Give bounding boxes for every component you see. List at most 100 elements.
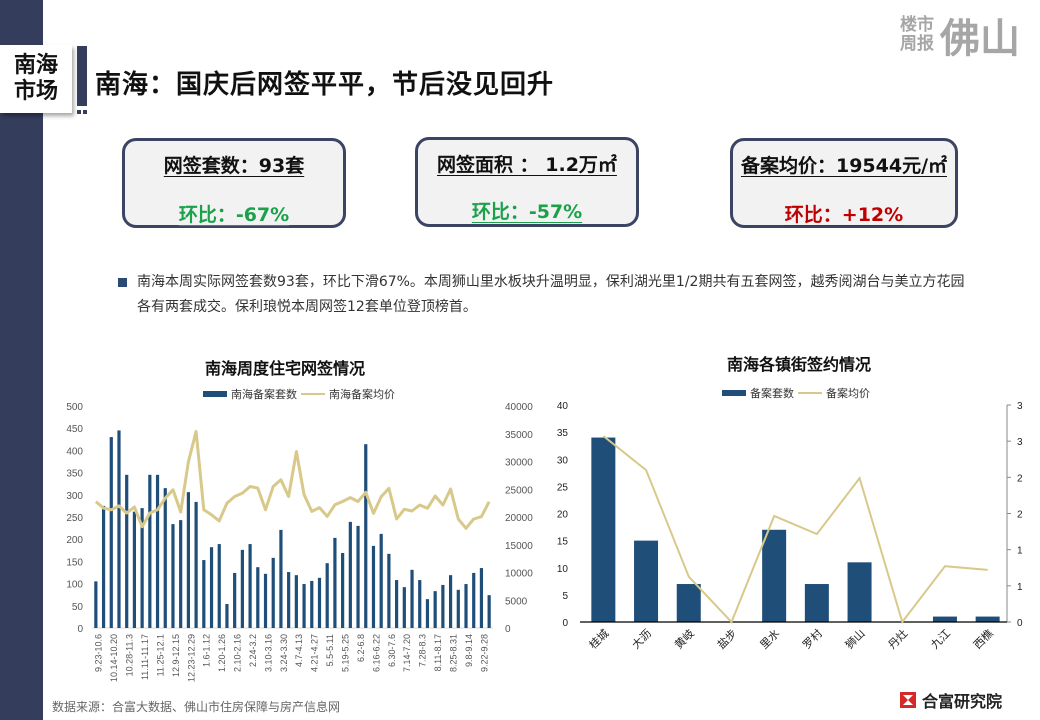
bar xyxy=(225,604,229,628)
x-tick-label: 12.23-12.29 xyxy=(186,634,196,682)
y-right-tick: 2 xyxy=(1017,473,1023,484)
bar xyxy=(676,584,701,622)
logo-icon xyxy=(900,692,916,708)
bar xyxy=(240,549,244,628)
town-chart: 0 5 10 15 20 25 30 35 40 0 1 1 2 2 3 3 桂城 大沥 黄岐 盐步 里水 罗村 狮山 丹灶九… xyxy=(557,401,1023,652)
bar xyxy=(271,557,275,628)
kpi-price-change: 环比：+12% xyxy=(784,204,904,226)
summary-text: 南海本周实际网签套数93套，环比下滑67%。本周狮山里水板块升温明显，保利湖光里… xyxy=(137,274,965,315)
bar xyxy=(325,563,329,628)
bar xyxy=(186,492,190,628)
x-tick-label: 8.25-8.31 xyxy=(448,634,458,672)
x-tick-label: 2.24-3.2 xyxy=(248,634,258,667)
y-right-tick: 3 xyxy=(1017,401,1023,412)
page-title: 南海：国庆后网签平平，节后没见回升 xyxy=(95,70,555,100)
bar xyxy=(294,575,298,628)
legend-bar-swatch xyxy=(203,391,227,397)
x-tick-label: 4.21-4.27 xyxy=(310,634,320,672)
brand-line2: 周报 xyxy=(900,34,934,54)
y-right-tick: 2 xyxy=(1017,510,1023,521)
y-right-tick: 40000 xyxy=(505,402,533,413)
bar xyxy=(209,547,214,628)
bar xyxy=(163,488,167,628)
x-tick-label: 9.8-9.14 xyxy=(464,634,474,667)
bar xyxy=(263,573,268,628)
bar xyxy=(310,580,314,628)
bar xyxy=(94,581,98,628)
bar xyxy=(804,584,829,622)
kpi-price-value: 备案均价：19544元/㎡ xyxy=(740,155,948,177)
bar xyxy=(155,474,160,628)
weekly-chart: 0501001502002503003504004505000500010000… xyxy=(66,402,533,682)
y-right-tick: 1 xyxy=(1017,546,1023,557)
y-right-tick: 25000 xyxy=(505,485,533,496)
legend-label: 南海备案套数 xyxy=(231,388,297,401)
legend-label: 备案套数 xyxy=(750,387,794,400)
title-accent-bar xyxy=(77,46,87,106)
y-left-tick: 35 xyxy=(557,428,569,439)
bar xyxy=(287,572,291,628)
legend-line-swatch xyxy=(798,392,822,394)
bar xyxy=(356,525,360,628)
x-tick-label: 9.22-9.28 xyxy=(479,634,489,672)
bar xyxy=(233,572,237,628)
x-tick-label: 11.25-12.1 xyxy=(155,634,165,676)
category-label: 大沥 xyxy=(629,626,654,651)
title-accent-dot xyxy=(77,110,81,114)
x-tick-label: 1.6-1.12 xyxy=(202,634,212,667)
kpi-card-units: 网签套数：93套 环比：-67% xyxy=(122,138,346,228)
bar xyxy=(171,524,175,628)
y-left-tick: 25 xyxy=(557,482,569,493)
bar xyxy=(847,562,872,622)
bar xyxy=(441,584,445,628)
x-tick-label: 3.24-3.30 xyxy=(279,634,289,672)
bar xyxy=(248,544,252,628)
bar xyxy=(410,569,414,628)
kpi-units-value: 网签套数：93套 xyxy=(163,155,305,177)
x-tick-label: 10.28-11.3 xyxy=(125,634,135,676)
town-chart-legend: 备案套数 备案均价 xyxy=(722,385,870,401)
bar xyxy=(217,544,221,628)
y-right-tick: 3 xyxy=(1017,437,1023,448)
bar xyxy=(387,553,391,628)
y-right-tick: 5000 xyxy=(505,596,528,607)
bar xyxy=(472,572,476,628)
price-line xyxy=(602,435,988,625)
bullet-square-icon xyxy=(118,278,127,287)
bar xyxy=(456,589,460,628)
bar xyxy=(101,505,106,628)
price-line xyxy=(94,430,491,530)
bar xyxy=(402,587,406,628)
bar xyxy=(425,599,430,628)
y-right-tick: 20000 xyxy=(505,513,533,524)
y-left-tick: 150 xyxy=(66,557,83,568)
x-tick-label: 3.10-3.16 xyxy=(263,634,273,672)
x-tick-label: 10.14-10.20 xyxy=(109,634,119,682)
y-right-tick: 35000 xyxy=(505,430,533,441)
section-tag-line1: 南海 xyxy=(13,53,58,78)
title-accent-dot xyxy=(83,110,87,114)
bar xyxy=(395,580,399,628)
category-label: 黄岐 xyxy=(671,626,696,651)
y-left-tick: 5 xyxy=(562,591,568,602)
x-tick-label: 6.16-6.22 xyxy=(371,634,381,672)
weekly-chart-legend: 南海备案套数 南海备案均价 xyxy=(203,386,395,402)
kpi-units-change: 环比：-67% xyxy=(178,204,290,226)
category-label: 里水 xyxy=(758,627,783,652)
x-tick-label: 11.11-11.17 xyxy=(140,634,150,680)
y-left-tick: 0 xyxy=(562,618,568,629)
bar xyxy=(179,520,183,628)
category-label: 九江 xyxy=(928,627,953,652)
legend-label: 南海备案均价 xyxy=(329,388,395,401)
bar xyxy=(418,580,422,628)
kpi-card-price: 备案均价：19544元/㎡ 环比：+12% xyxy=(730,138,958,228)
bar xyxy=(279,529,283,628)
y-right-tick: 30000 xyxy=(505,458,533,469)
category-label: 盐步 xyxy=(715,627,740,652)
y-left-tick: 10 xyxy=(557,564,569,575)
bar xyxy=(333,537,337,628)
x-tick-label: 6.30-7.6 xyxy=(387,634,397,667)
bar xyxy=(464,584,468,628)
bar xyxy=(591,437,616,622)
kpi-area-value: 网签面积 ： 1.2万㎡ xyxy=(437,154,617,176)
